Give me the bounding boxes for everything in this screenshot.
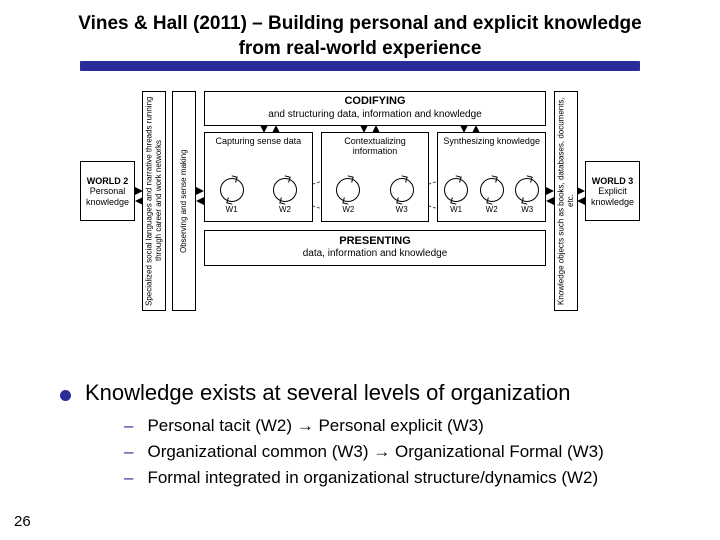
present-box: PRESENTING data, information and knowled… xyxy=(204,230,546,266)
panel-row: Capturing sense data W1 W2 Contextualizi… xyxy=(204,132,546,222)
bullet-list: Knowledge exists at several levels of or… xyxy=(60,380,690,491)
world2-box: WORLD 2 Personal knowledge xyxy=(80,161,135,221)
dash-icon: – xyxy=(124,414,133,438)
cycle-icon xyxy=(220,178,244,202)
slide-title: Vines & Hall (2011) – Building personal … xyxy=(0,0,720,65)
arrow-icon xyxy=(577,187,585,195)
cycle-icon xyxy=(480,178,504,202)
arrow-icon xyxy=(372,125,380,133)
arrow-icon xyxy=(272,125,280,133)
arrow-icon xyxy=(360,125,368,133)
sub-bullet: – Formal integrated in organizational st… xyxy=(124,466,690,490)
dash-icon: – xyxy=(124,466,133,490)
sub-bullet: – Organizational common (W3) → Organizat… xyxy=(124,440,690,464)
arrow-icon xyxy=(196,197,204,205)
arrow-icon xyxy=(577,197,585,205)
sub-bullet: – Personal tacit (W2) → Personal explici… xyxy=(124,414,690,438)
world3-sub: Explicit knowledge xyxy=(591,186,634,206)
knowledge-objects-box: Knowledge objects such as books, databas… xyxy=(554,91,578,311)
arrow-icon xyxy=(472,125,480,133)
cycle-icon xyxy=(390,178,414,202)
knowledge-diagram: WORLD 2 Personal knowledge Specialized s… xyxy=(80,81,640,331)
panel-synthesizing: Synthesizing knowledge W1 W2 W3 xyxy=(437,132,546,222)
world3-label: WORLD 3 xyxy=(592,176,634,186)
arrow-icon xyxy=(135,187,143,195)
arrow-icon xyxy=(260,125,268,133)
arrow-icon xyxy=(460,125,468,133)
codify-box: CODIFYING and structuring data, informat… xyxy=(204,91,546,125)
title-line2: from real-world experience xyxy=(239,38,482,59)
page-number: 26 xyxy=(14,513,31,530)
world2-sub: Personal knowledge xyxy=(86,186,129,206)
threads-box: Specialized social languages and narrati… xyxy=(142,91,166,311)
dash-icon: – xyxy=(124,440,133,464)
title-line1: Vines & Hall (2011) – Building personal … xyxy=(78,13,641,34)
arrow-icon xyxy=(546,197,554,205)
cycle-icon xyxy=(336,178,360,202)
arrow-icon xyxy=(135,197,143,205)
main-bullet: Knowledge exists at several levels of or… xyxy=(60,380,690,406)
arrow-icon xyxy=(196,187,204,195)
bullet-dot-icon xyxy=(60,390,71,401)
cycle-icon xyxy=(515,178,539,202)
panel-contextualizing: Contextualizing information W2 W3 xyxy=(321,132,430,222)
observe-box: Observing and sense making xyxy=(172,91,196,311)
cycle-icon xyxy=(444,178,468,202)
main-bullet-text: Knowledge exists at several levels of or… xyxy=(85,380,571,406)
arrow-icon xyxy=(546,187,554,195)
panel-capturing: Capturing sense data W1 W2 xyxy=(204,132,313,222)
world3-box: WORLD 3 Explicit knowledge xyxy=(585,161,640,221)
world2-label: WORLD 2 xyxy=(87,176,129,186)
cycle-icon xyxy=(273,178,297,202)
